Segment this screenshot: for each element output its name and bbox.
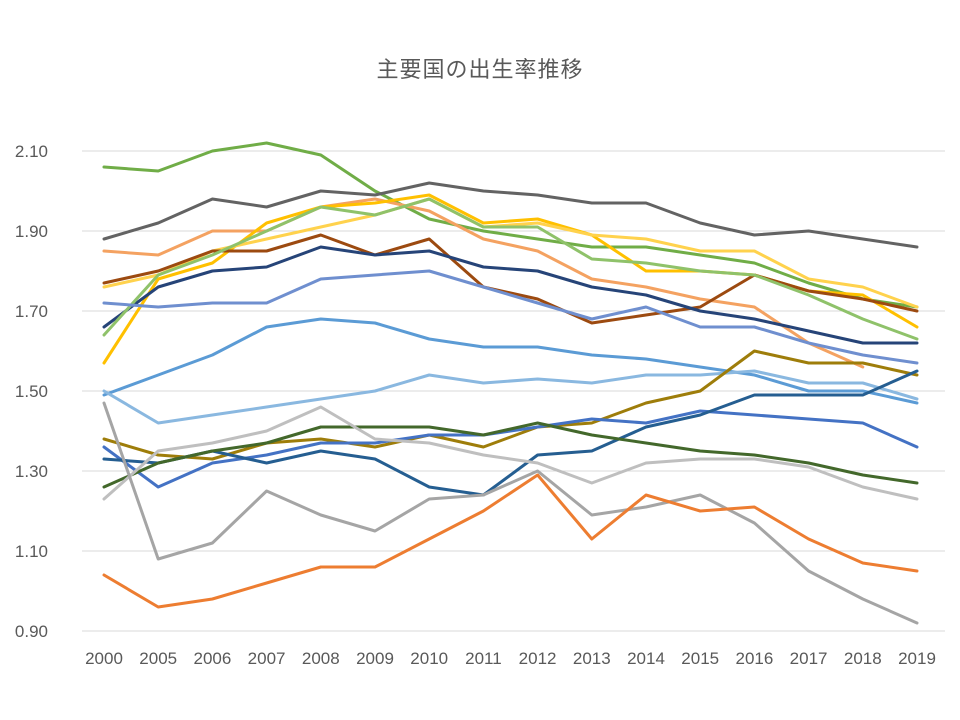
x-tick-label: 2019: [898, 649, 936, 668]
x-tick-label: 2012: [519, 649, 557, 668]
x-axis-ticks: 2000 2005 2006 2007 2008 2009 2010 2011 2012 2013…: [85, 649, 936, 668]
y-tick-label: 1.90: [15, 222, 48, 241]
y-axis-ticks: 0.90 1.10 1.30 1.50 1.70 1.90 2.10: [15, 142, 48, 641]
series-line-series-17: [102, 401, 919, 625]
series-line-series-1: [102, 141, 919, 309]
series-line-series-9: [102, 269, 919, 365]
x-tick-label: 2008: [302, 649, 340, 668]
series-line-series-10: [102, 317, 919, 405]
series-line-series-3: [102, 197, 865, 369]
chart-title: 主要国の出生率推移: [376, 58, 584, 83]
series-line-series-2: [102, 181, 919, 249]
series-line-series-16: [102, 405, 919, 501]
series-line-series-18: [102, 473, 919, 609]
y-tick-label: 0.90: [15, 622, 48, 641]
y-tick-label: 1.70: [15, 302, 48, 321]
x-tick-label: 2018: [844, 649, 882, 668]
series-line-series-14: [102, 369, 919, 497]
series-line-series-8: [102, 197, 919, 341]
y-tick-label: 1.30: [15, 462, 48, 481]
series-line-series-6: [102, 233, 919, 325]
series-line-series-7: [102, 245, 919, 345]
x-tick-label: 2007: [248, 649, 286, 668]
series-lines: [102, 141, 919, 625]
x-tick-label: 2005: [139, 649, 177, 668]
series-line-series-12: [102, 349, 919, 461]
x-tick-label: 2011: [465, 649, 502, 668]
x-tick-label: 2010: [410, 649, 448, 668]
series-line-series-5: [102, 197, 919, 309]
x-tick-label: 2015: [681, 649, 719, 668]
series-line-series-13: [102, 409, 919, 489]
x-tick-label: 2006: [193, 649, 231, 668]
y-tick-label: 1.50: [15, 382, 48, 401]
series-line-series-15: [102, 421, 919, 489]
x-tick-label: 2009: [356, 649, 394, 668]
x-tick-label: 2013: [573, 649, 611, 668]
series-line-series-11: [102, 369, 919, 425]
y-tick-label: 2.10: [15, 142, 48, 161]
x-tick-label: 2014: [627, 649, 665, 668]
y-tick-label: 1.10: [15, 542, 48, 561]
x-tick-label: 2017: [790, 649, 828, 668]
x-tick-label: 2000: [85, 649, 123, 668]
x-tick-label: 2016: [735, 649, 773, 668]
